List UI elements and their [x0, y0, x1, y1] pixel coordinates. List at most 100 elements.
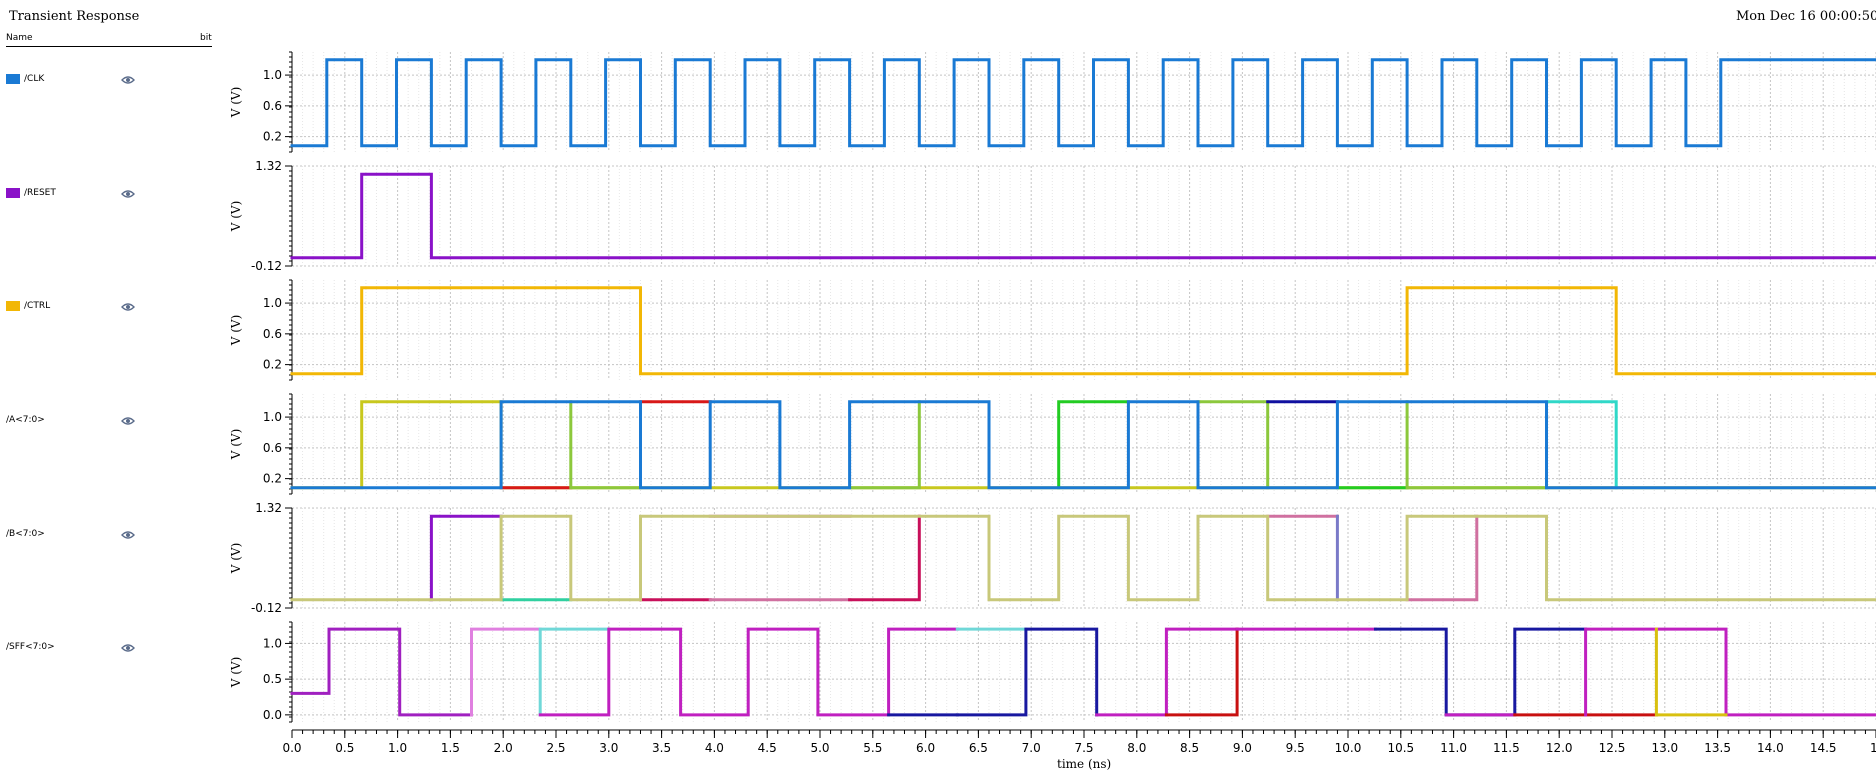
signal-row-sff[interactable]: /SFF<7:0>	[6, 641, 136, 655]
y-tick-label: 1.0	[263, 296, 282, 310]
x-tick-label: 5.5	[863, 741, 882, 755]
x-tick-label: 9.0	[1233, 741, 1252, 755]
signal-label: /RESET	[24, 188, 56, 198]
x-tick-label: 8.0	[1127, 741, 1146, 755]
x-tick-label: 8.5	[1180, 741, 1199, 755]
x-tick-label: 12.0	[1546, 741, 1573, 755]
window-title: Transient Response	[9, 9, 140, 24]
signal-label: /CTRL	[24, 301, 51, 311]
signal-row-b[interactable]: /B<7:0>	[6, 528, 136, 542]
x-tick-label: 0.5	[335, 741, 354, 755]
waveform-trace	[848, 400, 921, 490]
waveform-trace	[290, 172, 1876, 260]
signal-label: /CLK	[24, 74, 45, 84]
x-tick-label: 10.0	[1335, 741, 1362, 755]
waveform-trace	[290, 400, 1876, 490]
waveform-trace	[290, 627, 473, 717]
x-axis-label: time (ns)	[1057, 757, 1112, 771]
waveform-trace	[848, 514, 921, 602]
signal-label: /A<7:0>	[6, 415, 45, 425]
eye-icon[interactable]	[121, 189, 135, 199]
y-tick-label: 1.0	[263, 68, 282, 82]
waveform-trace	[290, 58, 1876, 148]
waveform-trace	[1057, 400, 1130, 490]
x-tick-label: 12.5	[1599, 741, 1626, 755]
waveform-trace	[1654, 627, 1728, 717]
x-tick-label: 2.0	[494, 741, 513, 755]
y-axis-label: V (V)	[229, 315, 243, 347]
eye-icon[interactable]	[121, 416, 135, 426]
x-tick-label: 13.5	[1704, 741, 1731, 755]
waveform-trace	[538, 627, 959, 717]
x-tick-label: 2.5	[546, 741, 565, 755]
x-tick-label: 3.5	[652, 741, 671, 755]
x-tick-label: 4.5	[758, 741, 777, 755]
waveform-trace	[1405, 400, 1548, 490]
x-tick-label: 6.0	[916, 741, 935, 755]
waveform-trace	[1196, 400, 1270, 490]
waveform-trace	[538, 627, 611, 717]
waveform-trace	[1164, 627, 1239, 717]
x-tick-label: 3.0	[599, 741, 618, 755]
signal-row-reset[interactable]: /RESET	[6, 187, 136, 201]
x-tick-label: 14.5	[1810, 741, 1837, 755]
x-tick-label: 9.5	[1286, 741, 1305, 755]
waveform-trace	[470, 627, 542, 717]
waveform-trace	[1374, 627, 1588, 717]
eye-icon[interactable]	[121, 75, 135, 85]
bit-column-header: bit	[200, 33, 212, 43]
x-tick-label: 1.5	[441, 741, 460, 755]
x-tick-label: 11.5	[1493, 741, 1520, 755]
signal-label: /B<7:0>	[6, 529, 45, 539]
eye-icon[interactable]	[121, 643, 135, 653]
y-axis-label: V (V)	[229, 543, 243, 575]
signal-row-clk[interactable]: /CLK	[6, 73, 136, 87]
signal-row-ctrl[interactable]: /CTRL	[6, 300, 136, 314]
y-tick-label: 0.6	[263, 99, 282, 113]
timestamp: Mon Dec 16 00:00:50 20	[1736, 9, 1876, 24]
x-tick-label: 15	[1870, 741, 1876, 755]
y-axis-label: V (V)	[229, 429, 243, 461]
y-tick-label: -0.12	[251, 259, 282, 273]
waveform-trace	[955, 627, 1099, 717]
waveform-trace	[1095, 627, 1239, 717]
x-tick-label: 0.0	[282, 741, 301, 755]
waveform-trace	[1405, 514, 1479, 602]
x-tick-label: 6.5	[969, 741, 988, 755]
y-tick-label: 1.0	[263, 636, 282, 650]
signal-label: /SFF<7:0>	[6, 642, 55, 652]
waveform-trace	[1584, 627, 1876, 717]
x-tick-label: 4.0	[705, 741, 724, 755]
y-tick-label: 0.0	[263, 708, 282, 722]
x-tick-label: 1.0	[388, 741, 407, 755]
y-tick-label: -0.12	[251, 601, 282, 615]
y-tick-label: 1.0	[263, 410, 282, 424]
waveform-trace	[290, 286, 1876, 376]
reset-color-swatch	[6, 188, 20, 198]
eye-icon[interactable]	[121, 302, 135, 312]
x-tick-label: 5.0	[810, 741, 829, 755]
y-tick-label: 0.5	[263, 672, 282, 686]
y-axis-label: V (V)	[229, 87, 243, 119]
waveform-trace	[429, 514, 503, 602]
x-tick-label: 11.0	[1440, 741, 1467, 755]
signal-row-a[interactable]: /A<7:0>	[6, 414, 136, 428]
x-tick-label: 13.0	[1651, 741, 1678, 755]
waveform-trace	[569, 400, 642, 490]
y-axis-label: V (V)	[229, 201, 243, 233]
x-tick-label: 14.0	[1757, 741, 1784, 755]
name-column-header: Name	[6, 33, 33, 43]
x-tick-label: 7.0	[1022, 741, 1041, 755]
x-tick-label: 7.5	[1074, 741, 1093, 755]
y-tick-label: 0.2	[263, 358, 282, 372]
x-tick-label: 10.5	[1387, 741, 1414, 755]
waveform-trace	[1545, 400, 1618, 490]
ctrl-color-swatch	[6, 301, 20, 311]
y-tick-label: 0.2	[263, 130, 282, 144]
y-tick-label: 0.2	[263, 472, 282, 486]
y-tick-label: 1.32	[255, 159, 282, 173]
y-axis-label: V (V)	[229, 657, 243, 689]
name-header-rule	[6, 46, 212, 47]
eye-icon[interactable]	[121, 530, 135, 540]
